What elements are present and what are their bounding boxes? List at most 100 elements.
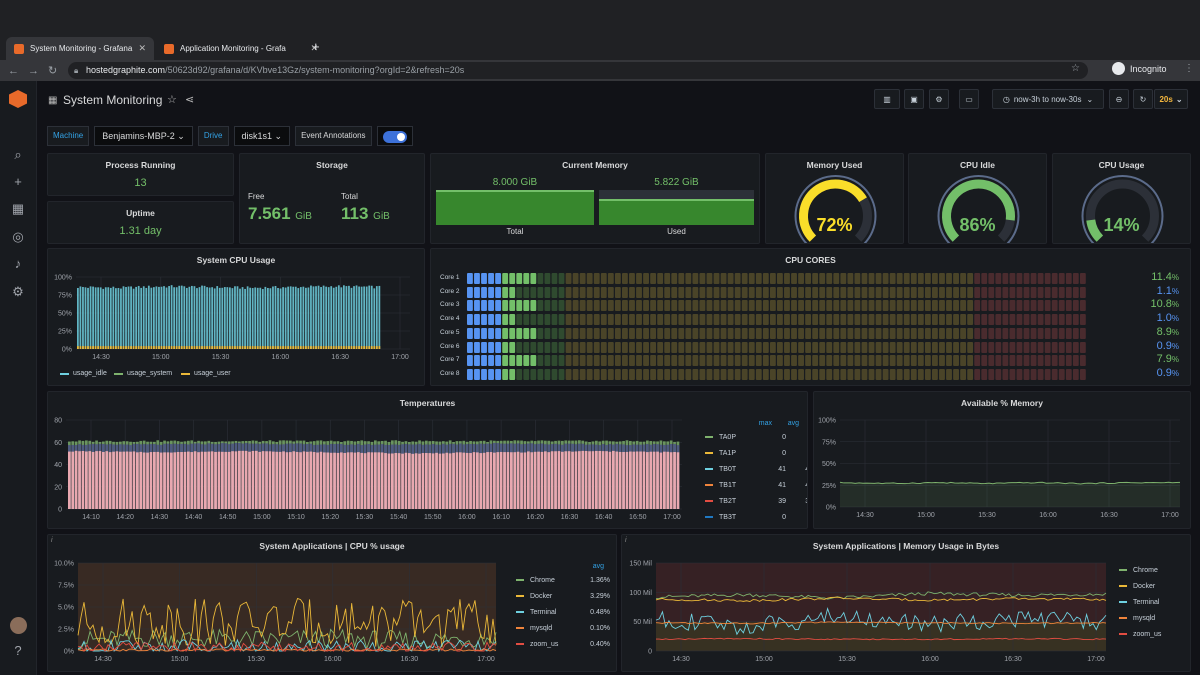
- legend-row[interactable]: Docker: [1119, 578, 1161, 594]
- usage-user-bar: [137, 346, 140, 349]
- help-icon[interactable]: ?: [14, 643, 22, 658]
- core-cell: [755, 273, 762, 284]
- usage-idle-bar: [317, 285, 320, 349]
- search-icon[interactable]: ⌕: [14, 147, 22, 162]
- create-plus-icon[interactable]: +: [14, 174, 22, 189]
- core-cell: [1023, 368, 1030, 380]
- usage-idle-bar: [292, 286, 295, 349]
- legend-row[interactable]: mysqld 0.10%: [516, 620, 610, 636]
- legend-row[interactable]: Terminal 0.48%: [516, 604, 610, 620]
- core-cell: [748, 300, 755, 312]
- core-cell: [1072, 314, 1079, 326]
- dashboard-title[interactable]: System Monitoring: [63, 93, 163, 107]
- drive-variable-select[interactable]: disk1s1 ⌄: [233, 126, 291, 146]
- core-cell: [932, 355, 938, 367]
- panel-info-icon[interactable]: i: [51, 537, 53, 544]
- back-icon[interactable]: ←: [8, 64, 19, 77]
- browser-menu-icon[interactable]: ⋮: [1184, 63, 1194, 74]
- alerting-bell-icon[interactable]: ♪: [14, 256, 22, 271]
- zoom-out-button[interactable]: ⊖: [1109, 89, 1129, 109]
- legend-avg-header[interactable]: avg: [592, 562, 604, 570]
- dashboard-settings-button[interactable]: ⚙: [929, 89, 949, 109]
- reload-icon[interactable]: ↻: [48, 65, 58, 77]
- favorite-star-icon[interactable]: ☆: [167, 94, 177, 106]
- legend-swatch: [60, 372, 69, 375]
- event-annotations-toggle[interactable]: [376, 126, 413, 146]
- legend-row[interactable]: Docker 3.29%: [516, 588, 610, 604]
- legend-row[interactable]: TB3T 00: [705, 509, 807, 525]
- core-cell: [903, 355, 910, 367]
- core-cell: [1058, 273, 1065, 284]
- legend-usage-system[interactable]: usage_system: [114, 370, 172, 377]
- time-range-picker[interactable]: ◷ now-3h to now-30s ⌄: [992, 89, 1104, 109]
- legend-row[interactable]: zoom_us: [1119, 626, 1161, 642]
- legend-avg-header[interactable]: avg: [787, 419, 799, 427]
- browser-tab-application-monitoring[interactable]: Application Monitoring - Grafa ✕: [156, 37, 326, 60]
- core-cell: [481, 314, 487, 326]
- core-cell: [854, 300, 861, 312]
- refresh-button[interactable]: ↻: [1133, 89, 1153, 109]
- legend-row[interactable]: Chrome 1.36%: [516, 572, 610, 588]
- tb2t-bar: [85, 451, 88, 509]
- close-tab-icon[interactable]: ✕: [310, 43, 318, 53]
- core-cell: [657, 355, 664, 367]
- tb2t-bar: [251, 450, 255, 509]
- legend-row[interactable]: Chrome: [1119, 562, 1161, 578]
- usage-user-bar: [112, 346, 115, 349]
- grafana-favicon-icon: [14, 43, 24, 54]
- dashboards-grid-icon[interactable]: ▦: [11, 201, 25, 216]
- current-memory-panel: Current Memory 8.000 GiB 5.822 GiB Total…: [430, 153, 760, 244]
- cycle-view-mode-button[interactable]: ▭: [959, 89, 979, 109]
- tb2t-bar: [173, 452, 177, 509]
- core-cell: [960, 355, 967, 367]
- core-cell: [875, 286, 882, 298]
- legend-row[interactable]: TB1T 4140: [705, 477, 807, 493]
- y-tick-label: 100%: [818, 418, 836, 425]
- core-cell: [593, 355, 600, 367]
- bookmark-star-icon[interactable]: ☆: [1071, 63, 1080, 74]
- legend-usage-user[interactable]: usage_user: [181, 370, 231, 377]
- legend-row[interactable]: TA0P 00: [705, 429, 807, 445]
- grafana-logo-icon[interactable]: [9, 90, 27, 108]
- core-cell: [593, 341, 600, 353]
- x-tick-label: 15:50: [424, 514, 442, 521]
- legend-swatch: [1119, 585, 1127, 587]
- core-cell: [600, 368, 607, 380]
- save-dashboard-button[interactable]: ▣: [904, 89, 924, 109]
- usage-idle-bar: [279, 288, 282, 349]
- free-label: Free: [248, 192, 265, 201]
- core-cell: [1023, 314, 1030, 326]
- refresh-interval-picker[interactable]: 20s ⌄: [1154, 89, 1188, 109]
- legend-row[interactable]: TB0T 4140: [705, 461, 807, 477]
- new-tab-icon[interactable]: +: [312, 39, 320, 54]
- legend-usage-idle[interactable]: usage_idle: [60, 370, 107, 377]
- add-panel-button[interactable]: ▥: [874, 89, 900, 109]
- panel-info-icon[interactable]: i: [625, 537, 627, 544]
- legend-row[interactable]: TA1P 00: [705, 445, 807, 461]
- legend-row[interactable]: TB2T 3939: [705, 493, 807, 509]
- url-field[interactable]: 🔒︎ hostedgraphite.com/50623d92/grafana/d…: [68, 62, 1088, 79]
- forward-icon[interactable]: →: [28, 64, 39, 77]
- legend-row[interactable]: mysqld: [1119, 610, 1161, 626]
- core-cell: [1002, 273, 1009, 284]
- legend-row[interactable]: Terminal: [1119, 594, 1161, 610]
- user-avatar[interactable]: [10, 617, 27, 634]
- core-cell: [910, 286, 917, 298]
- incognito-profile-button[interactable]: Incognito: [1112, 62, 1167, 75]
- core-cell: [657, 273, 664, 284]
- machine-variable-select[interactable]: Benjamins-MBP-2 ⌄: [94, 126, 193, 146]
- gauge-threshold-ring: [1081, 175, 1164, 243]
- core-cell: [784, 273, 790, 284]
- close-tab-icon[interactable]: ✕: [138, 43, 146, 53]
- memory-total-value: 8.000 GiB: [492, 177, 538, 188]
- legend-row[interactable]: zoom_us 0.40%: [516, 636, 610, 652]
- configuration-gear-icon[interactable]: ⚙: [12, 284, 24, 299]
- tb2t-bar: [676, 452, 680, 509]
- browser-tab-system-monitoring[interactable]: System Monitoring - Grafana ✕: [6, 37, 154, 60]
- core-cell: [875, 355, 882, 367]
- share-icon[interactable]: ⋖: [185, 94, 195, 106]
- explore-compass-icon[interactable]: ◎: [12, 229, 24, 244]
- usage-idle-bar: [168, 286, 170, 349]
- usage-idle-bar: [87, 287, 89, 349]
- legend-max-header[interactable]: max: [758, 419, 772, 427]
